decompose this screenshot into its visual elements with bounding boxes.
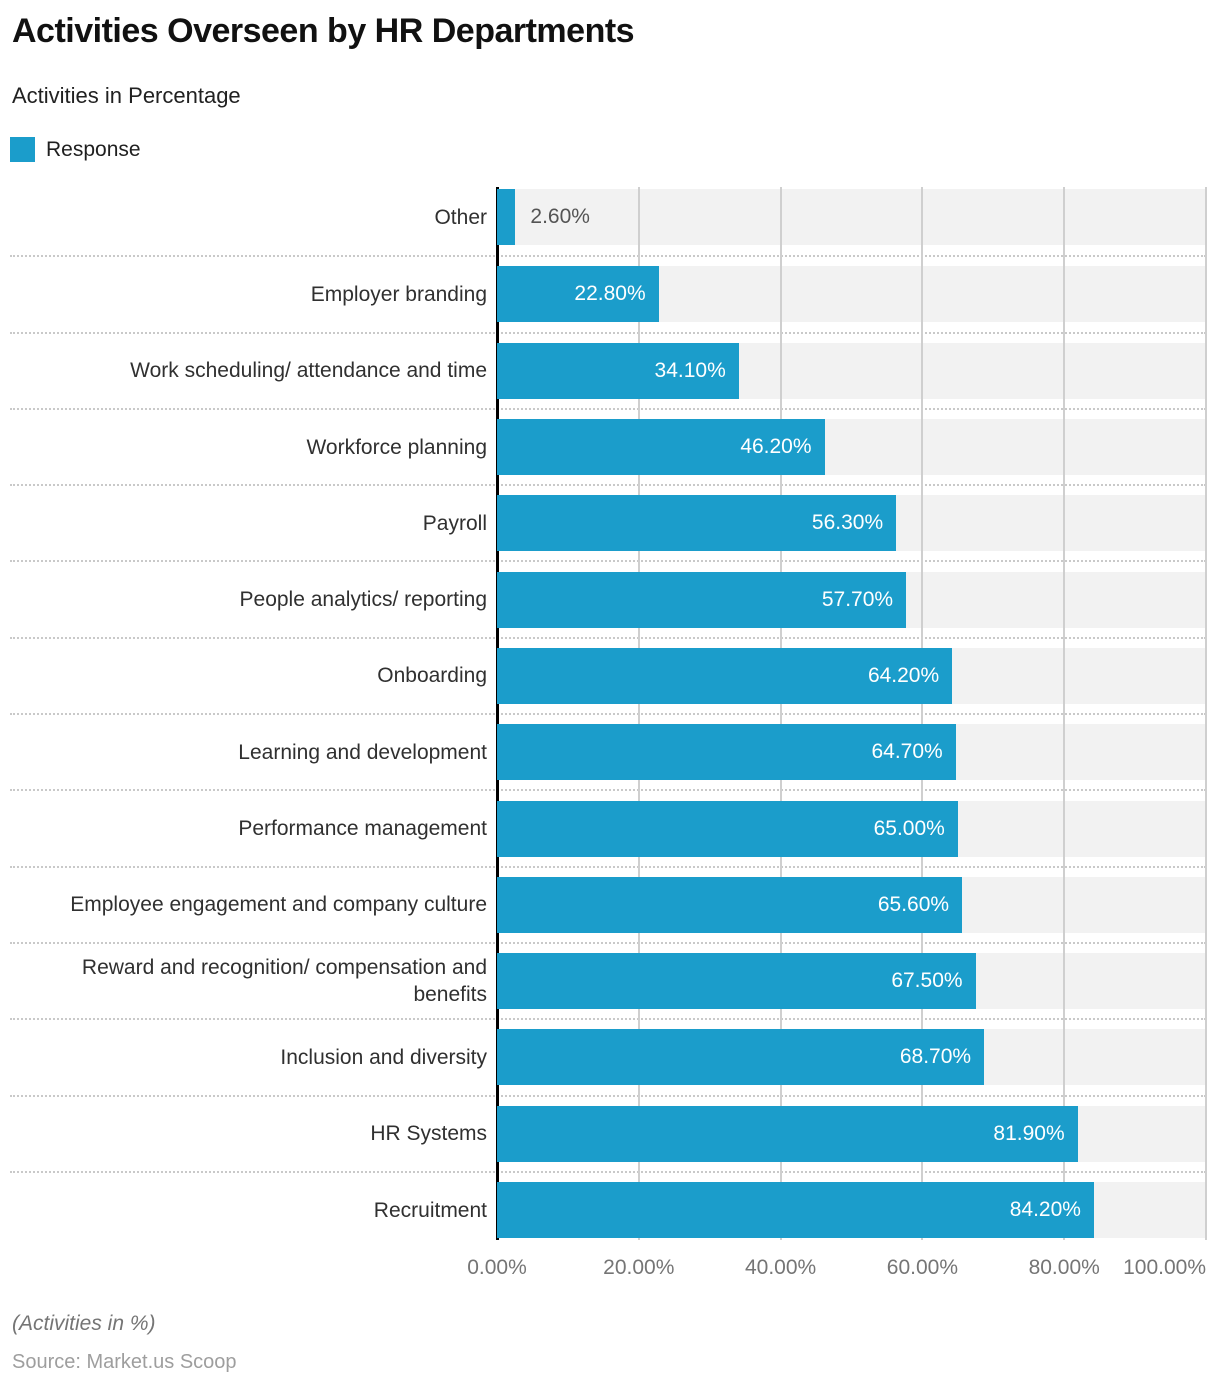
category-label: Workforce planning xyxy=(306,435,487,459)
value-label: 64.20% xyxy=(867,663,940,687)
value-label: 2.60% xyxy=(530,205,590,229)
category-label: Payroll xyxy=(422,511,487,535)
bar: 65.00% xyxy=(497,800,958,857)
bar-track: 56.30% xyxy=(497,495,1206,552)
chart-row: Work scheduling/ attendance and time 34.1… xyxy=(10,331,1206,408)
chart-row: Onboarding 64.20% xyxy=(10,636,1206,713)
category-label: People analytics/ reporting xyxy=(239,588,487,612)
chart-row: HR Systems 81.90% xyxy=(10,1094,1206,1171)
bar-track: 65.00% xyxy=(497,800,1206,857)
value-label: 64.70% xyxy=(871,740,943,764)
chart-row: Employee engagement and company culture 6… xyxy=(10,865,1206,942)
bar: 22.80% xyxy=(497,266,659,323)
bar: 64.20% xyxy=(497,647,953,704)
bar: 84.20% xyxy=(497,1182,1094,1238)
value-label: 65.60% xyxy=(877,892,950,916)
bar-track: 34.10% xyxy=(497,342,1206,399)
chart-row: People analytics/ reporting 57.70% xyxy=(10,560,1206,636)
bar-track: 22.80% xyxy=(497,266,1206,323)
chart-row: Employer branding 22.80% xyxy=(10,255,1206,331)
bar: 56.30% xyxy=(497,495,897,552)
bar-track: 65.60% xyxy=(497,876,1206,933)
value-label: 57.70% xyxy=(821,587,894,611)
bar-chart: Other 2.60% Employer branding 22.80% Work sc… xyxy=(10,179,1207,1291)
legend-label: Response xyxy=(46,137,141,161)
bar-track: 2.60% xyxy=(497,189,1206,246)
bar: 2.60% xyxy=(497,189,590,246)
value-label: 67.50% xyxy=(891,969,963,993)
bar-track: 81.90% xyxy=(497,1105,1206,1162)
value-label: 56.30% xyxy=(811,511,884,535)
category-label: Onboarding xyxy=(377,664,487,688)
legend-swatch-icon xyxy=(10,137,35,162)
category-label: Employee engagement and company culture xyxy=(70,893,487,917)
category-label: Reward and recognition/ compensation and… xyxy=(81,956,487,1007)
source-credit: Source: Market.us Scoop xyxy=(12,1351,237,1373)
bar-track: 67.50% xyxy=(497,953,1206,1010)
bar-track: 57.70% xyxy=(497,571,1206,628)
category-label: Other xyxy=(434,205,487,229)
x-tick-80: 80.00% xyxy=(1028,1256,1100,1280)
bar-track: 68.70% xyxy=(497,1029,1206,1086)
bar-track: 84.20% xyxy=(497,1182,1206,1238)
value-label: 22.80% xyxy=(574,282,646,306)
chart-row: Learning and development 64.70% xyxy=(10,713,1206,789)
bar: 68.70% xyxy=(497,1029,985,1086)
x-tick-0: 0.00% xyxy=(467,1256,527,1280)
value-label: 68.70% xyxy=(899,1045,972,1069)
value-label: 34.10% xyxy=(654,358,726,382)
x-axis: 0.00% 20.00% 40.00% 60.00% 80.00% 100.00… xyxy=(467,1247,1206,1291)
value-label: 46.20% xyxy=(740,435,812,459)
bar-track: 46.20% xyxy=(497,419,1206,476)
chart-row: Reward and recognition/ compensation and… xyxy=(10,941,1206,1018)
chart-row: Other 2.60% xyxy=(10,179,1206,255)
value-label: 84.20% xyxy=(1009,1198,1081,1221)
x-tick-20: 20.00% xyxy=(603,1256,675,1280)
bar-track: 64.20% xyxy=(497,647,1206,704)
chart-subtitle: Activities in Percentage xyxy=(12,83,241,108)
legend: Response xyxy=(10,137,141,162)
category-label: HR Systems xyxy=(370,1122,487,1146)
category-label: Recruitment xyxy=(373,1198,487,1222)
bar: 64.70% xyxy=(497,724,956,781)
chart-row: Performance management 65.00% xyxy=(10,789,1206,865)
bar: 67.50% xyxy=(497,953,976,1010)
chart-rows: Other 2.60% Employer branding 22.80% Work sc… xyxy=(10,179,1207,1247)
footnote: (Activities in %) xyxy=(12,1312,156,1335)
chart-row: Inclusion and diversity 68.70% xyxy=(10,1018,1206,1094)
category-label: Performance management xyxy=(238,817,487,841)
bar-track: 64.70% xyxy=(497,724,1206,781)
category-label: Learning and development xyxy=(238,740,487,764)
bar: 46.20% xyxy=(497,419,825,476)
x-tick-60: 60.00% xyxy=(886,1256,959,1280)
x-tick-40: 40.00% xyxy=(744,1256,817,1280)
category-label: Employer branding xyxy=(310,282,487,306)
chart-row: Payroll 56.30% xyxy=(10,484,1206,560)
chart-title: Activities Overseen by HR Departments xyxy=(12,12,635,50)
bar: 57.70% xyxy=(497,571,907,628)
value-label: 81.90% xyxy=(993,1121,1065,1145)
chart-row: Workforce planning 46.20% xyxy=(10,407,1206,484)
x-tick-100: 100.00% xyxy=(1123,1256,1206,1280)
category-label: Inclusion and diversity xyxy=(280,1045,487,1069)
value-label: 65.00% xyxy=(873,816,945,840)
bar: 65.60% xyxy=(497,876,963,933)
bar: 81.90% xyxy=(497,1105,1078,1162)
chart-row: Recruitment 84.20% xyxy=(10,1170,1206,1247)
bar: 34.10% xyxy=(497,342,739,399)
category-label: Work scheduling/ attendance and time xyxy=(130,359,487,383)
